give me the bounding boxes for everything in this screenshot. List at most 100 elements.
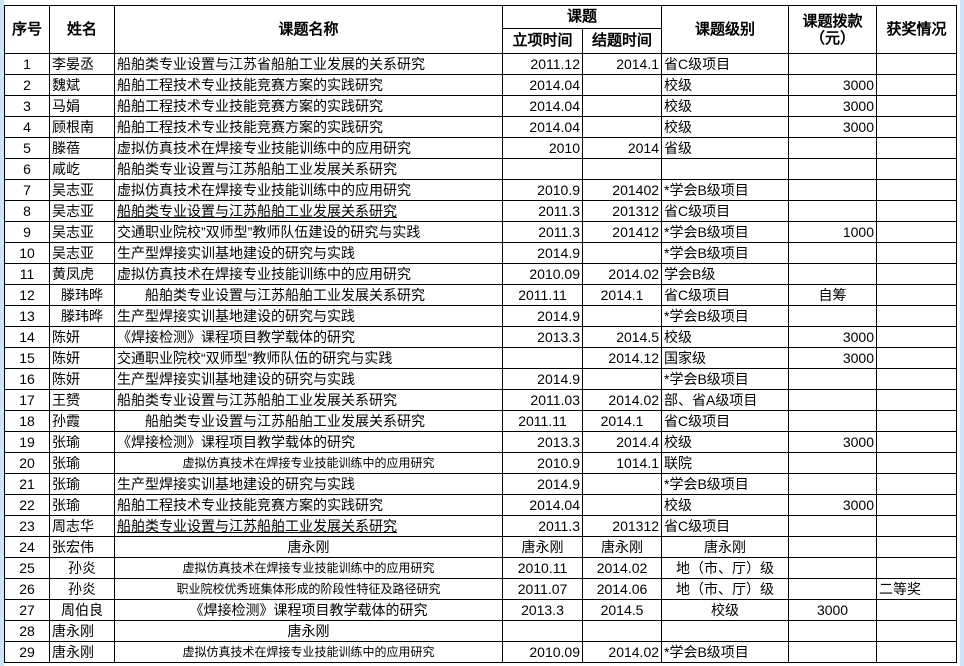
cell-end[interactable]: 2014.1 [581, 284, 663, 306]
cell-start[interactable]: 2014.9 [502, 242, 583, 264]
cell-seq[interactable]: 6 [4, 158, 50, 180]
cell-start[interactable]: 2010.09 [502, 641, 583, 663]
cell-end[interactable]: 201412 [581, 221, 663, 243]
cell-level[interactable]: 省C级项目 [661, 200, 790, 222]
cell-end[interactable]: 1014.1 [581, 452, 663, 474]
cell-funding[interactable] [788, 305, 878, 327]
cell-start[interactable]: 2010 [502, 137, 583, 159]
cell-end[interactable]: 2014.4 [581, 431, 663, 453]
cell-funding[interactable]: 3000 [788, 95, 878, 117]
cell-funding[interactable] [788, 410, 878, 432]
cell-funding[interactable]: 1000 [788, 221, 878, 243]
cell-name[interactable]: 魏斌 [49, 74, 115, 96]
cell-title[interactable]: 船舶类专业设置与江苏船舶工业发展关系研究 [114, 158, 503, 180]
cell-level[interactable]: *学会B级项目 [661, 242, 790, 264]
cell-seq[interactable]: 4 [4, 116, 50, 138]
cell-level[interactable]: 校级 [661, 599, 790, 621]
cell-seq[interactable]: 15 [4, 347, 50, 369]
cell-award[interactable] [876, 599, 958, 621]
cell-title[interactable]: 生产型焊接实训基地建设的研究与实践 [114, 242, 503, 264]
cell-award[interactable] [876, 452, 958, 474]
cell-name[interactable]: 陈妍 [49, 326, 115, 348]
cell-title[interactable]: 《焊接检测》课程项目教学载体的研究 [114, 431, 503, 453]
cell-seq[interactable]: 20 [4, 452, 50, 474]
cell-level[interactable]: *学会B级项目 [661, 179, 790, 201]
cell-title[interactable]: 交通职业院校”双师型”教师队伍建设的研究与实践 [114, 221, 503, 243]
cell-funding[interactable]: 3000 [788, 326, 878, 348]
cell-start[interactable]: 2013.3 [502, 431, 583, 453]
cell-end[interactable]: 2014.1 [581, 53, 663, 75]
cell-start[interactable]: 2014.9 [502, 368, 583, 390]
cell-award[interactable] [876, 137, 958, 159]
cell-award[interactable] [876, 620, 958, 642]
header-funding[interactable]: 课题拨款（元） [788, 5, 878, 54]
header-name[interactable]: 姓名 [49, 5, 115, 54]
cell-name[interactable]: 孙炎 [49, 578, 115, 600]
cell-funding[interactable] [788, 158, 878, 180]
cell-title[interactable]: 船舶类专业设置与江苏船舶工业发展关系研究 [114, 284, 503, 306]
cell-title[interactable]: 船舶类专业设置与江苏船舶工业发展关系研究 [114, 410, 503, 432]
cell-start[interactable]: 2010.11 [502, 557, 583, 579]
cell-level[interactable]: *学会B级项目 [661, 473, 790, 495]
cell-level[interactable]: 地（市、厅）级 [661, 557, 790, 579]
cell-award[interactable] [876, 305, 958, 327]
cell-title[interactable]: 虚拟仿真技术在焊接专业技能训练中的应用研究 [114, 179, 503, 201]
cell-seq[interactable]: 22 [4, 494, 50, 516]
header-end[interactable]: 结题时间 [581, 28, 663, 54]
cell-seq[interactable]: 5 [4, 137, 50, 159]
cell-level[interactable]: *学会B级项目 [661, 641, 790, 663]
cell-title[interactable]: 职业院校优秀班集体形成的阶段性特征及路径研究 [114, 578, 503, 600]
cell-title[interactable]: 生产型焊接实训基地建设的研究与实践 [114, 305, 503, 327]
cell-start[interactable]: 2011.3 [502, 515, 583, 537]
cell-name[interactable]: 孙炎 [49, 557, 115, 579]
cell-end[interactable] [581, 494, 663, 516]
cell-start[interactable]: 2011.03 [502, 389, 583, 411]
cell-name[interactable]: 张瑜 [49, 431, 115, 453]
cell-funding[interactable] [788, 620, 878, 642]
cell-name[interactable]: 周志华 [49, 515, 115, 537]
cell-start[interactable]: 2013.3 [502, 326, 583, 348]
cell-award[interactable] [876, 368, 958, 390]
cell-title[interactable]: 船舶类专业设置与江苏船舶工业发展关系研究 [114, 515, 503, 537]
cell-seq[interactable]: 17 [4, 389, 50, 411]
cell-title[interactable]: 船舶类专业设置与江苏船舶工业发展关系研究 [114, 389, 503, 411]
cell-funding[interactable] [788, 515, 878, 537]
cell-level[interactable]: 校级 [661, 494, 790, 516]
cell-seq[interactable]: 16 [4, 368, 50, 390]
cell-level[interactable]: 校级 [661, 431, 790, 453]
cell-award[interactable] [876, 641, 958, 663]
cell-start[interactable]: 唐永刚 [502, 536, 583, 558]
cell-award[interactable] [876, 347, 958, 369]
cell-end[interactable] [581, 116, 663, 138]
cell-level[interactable] [661, 158, 790, 180]
cell-funding[interactable] [788, 137, 878, 159]
cell-start[interactable]: 2014.04 [502, 95, 583, 117]
header-start[interactable]: 立项时间 [502, 28, 583, 54]
cell-seq[interactable]: 12 [4, 284, 50, 306]
cell-name[interactable]: 王赟 [49, 389, 115, 411]
cell-funding[interactable] [788, 53, 878, 75]
cell-end[interactable]: 2014.02 [581, 641, 663, 663]
header-seq[interactable]: 序号 [4, 5, 50, 54]
cell-start[interactable]: 2011.3 [502, 221, 583, 243]
cell-end[interactable]: 2014.5 [581, 599, 663, 621]
cell-level[interactable]: 国家级 [661, 347, 790, 369]
cell-seq[interactable]: 27 [4, 599, 50, 621]
cell-name[interactable]: 吴志亚 [49, 179, 115, 201]
cell-start[interactable] [502, 158, 583, 180]
cell-title[interactable]: 船舶工程技术专业技能竞赛方案的实践研究 [114, 494, 503, 516]
cell-title[interactable]: 虚拟仿真技术在焊接专业技能训练中的应用研究 [114, 263, 503, 285]
header-award[interactable]: 获奖情况 [876, 5, 958, 54]
cell-level[interactable]: *学会B级项目 [661, 305, 790, 327]
cell-seq[interactable]: 29 [4, 641, 50, 663]
cell-start[interactable] [502, 347, 583, 369]
cell-title[interactable]: 生产型焊接实训基地建设的研究与实践 [114, 473, 503, 495]
cell-end[interactable]: 2014 [581, 137, 663, 159]
cell-seq[interactable]: 26 [4, 578, 50, 600]
cell-funding[interactable] [788, 536, 878, 558]
cell-name[interactable]: 唐永刚 [49, 641, 115, 663]
cell-title[interactable]: 《焊接检测》课程项目教学载体的研究 [114, 326, 503, 348]
cell-start[interactable]: 2010.9 [502, 179, 583, 201]
cell-award[interactable] [876, 179, 958, 201]
cell-award[interactable] [876, 158, 958, 180]
